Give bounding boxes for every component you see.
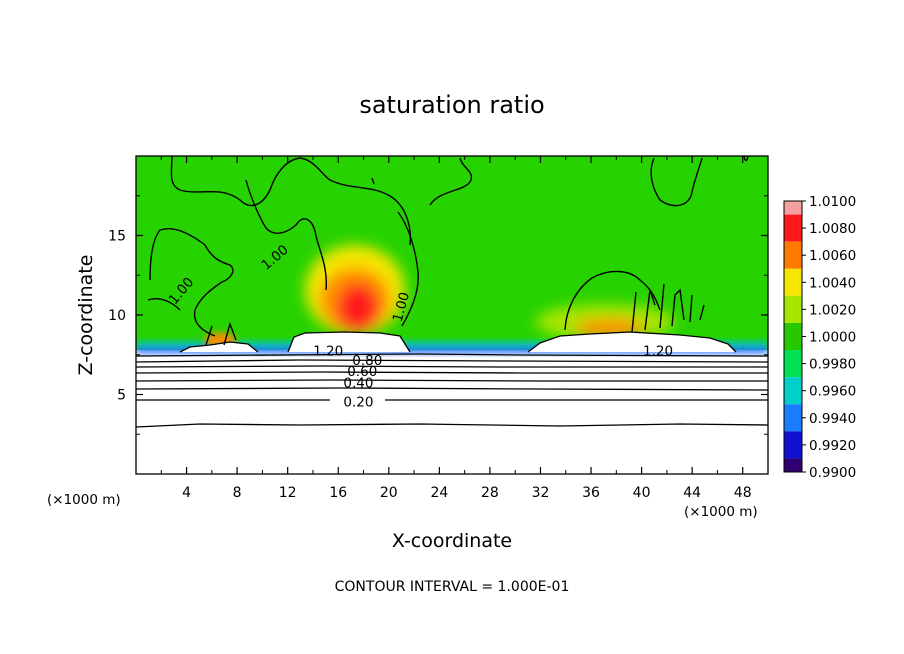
- y-tick-label: 5: [117, 388, 126, 404]
- contour-label: 0.40: [343, 375, 373, 391]
- contour-label: 0.60: [347, 364, 377, 380]
- x-tick-label: 44: [683, 485, 701, 501]
- contour-interval-note: CONTOUR INTERVAL = 1.000E-01: [335, 579, 570, 595]
- x-tick-label: 24: [430, 485, 448, 501]
- chart-title: saturation ratio: [359, 91, 544, 119]
- contour-label: 1.20: [643, 344, 673, 360]
- colorbar-swatch: [784, 404, 802, 432]
- colorbar-label: 1.0020: [809, 302, 856, 318]
- colorbar-swatch: [784, 322, 802, 351]
- x-tick-label: 8: [233, 485, 242, 501]
- colorbar-swatch: [784, 350, 802, 378]
- colorbar-swatch: [784, 458, 802, 472]
- colorbar-label: 0.9960: [809, 384, 856, 400]
- y-tick-label: 10: [108, 308, 126, 324]
- colorbar-swatch: [784, 268, 802, 296]
- x-tick-label: 32: [532, 485, 550, 501]
- x-axis-ticks: 4 8 12 16 20 24 28 32 36 40 44 48: [160, 156, 752, 501]
- colorbar-swatch: [784, 214, 802, 242]
- x-tick-label: 36: [582, 485, 600, 501]
- colorbar: 1.0100 1.0080 1.0060 1.0040 1.0020 1.0000 0.99…: [783, 194, 856, 481]
- colorbar-swatch: [784, 241, 802, 269]
- x-tick-label: 16: [329, 485, 347, 501]
- contour-lines-upper: [147, 156, 749, 346]
- colorbar-swatch: [784, 377, 802, 405]
- cloud-base-patches: [180, 332, 736, 352]
- x-axis-label: X-coordinate: [392, 530, 512, 552]
- colorbar-swatch: [784, 201, 802, 215]
- y-axis-label: Z-coordinate: [75, 255, 97, 376]
- contour-label: 0.80: [352, 353, 382, 369]
- contour-label: 1.00: [390, 290, 413, 323]
- colorbar-label: 0.9920: [809, 438, 856, 454]
- x-tick-label: 40: [633, 485, 651, 501]
- x-tick-label: 20: [380, 485, 398, 501]
- x-tick-label: 48: [734, 485, 752, 501]
- colorbar-label: 1.0040: [809, 275, 856, 291]
- plot-area: 1.001.001.001.200.800.600.400.201.20: [136, 156, 768, 474]
- contour-lines-lower: [136, 331, 768, 428]
- colorbar-label: 1.0100: [809, 194, 856, 210]
- colorbar-label: 0.9980: [809, 357, 856, 373]
- colorbar-swatch: [784, 431, 802, 459]
- x-tick-label: 4: [182, 485, 191, 501]
- contour-label: 1.20: [313, 344, 343, 360]
- colorbar-label: 1.0000: [809, 330, 856, 346]
- y-tick-label: 15: [108, 229, 126, 245]
- x-tick-label: 28: [481, 485, 499, 501]
- colorbar-label: 0.9900: [809, 465, 856, 481]
- y-axis-ticks: 5 10 15: [108, 195, 768, 435]
- x-tick-label: 12: [279, 485, 297, 501]
- colorbar-label: 1.0080: [809, 221, 856, 237]
- colorbar-label: 1.0060: [809, 248, 856, 264]
- x-unit-right: (×1000 m): [684, 504, 758, 520]
- colorbar-label: 0.9940: [809, 411, 856, 427]
- colorbar-swatch: [784, 295, 802, 323]
- cloud-core-left: [305, 245, 405, 335]
- field-lower-layer: [136, 350, 768, 474]
- subsaturated-band: [136, 341, 768, 353]
- x-unit-left: (×1000 m): [47, 492, 121, 508]
- contour-label: 0.20: [343, 394, 373, 410]
